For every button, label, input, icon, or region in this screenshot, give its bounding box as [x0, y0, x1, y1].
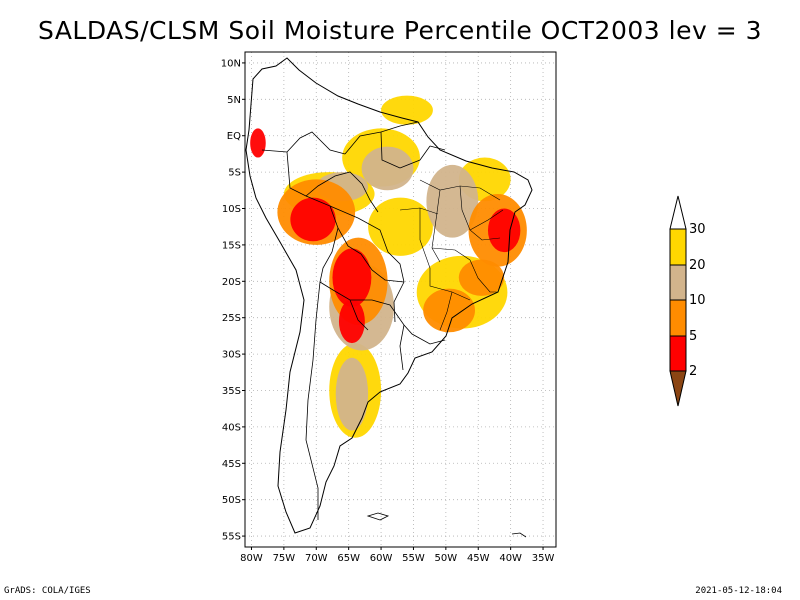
colorbar-segment — [669, 228, 687, 266]
lat-tick-label: 10S — [222, 204, 241, 215]
lon-tick-label: 50W — [435, 553, 458, 564]
footer-timestamp: 2021-05-12-18:04 — [695, 586, 782, 596]
map-title: SALDAS/CLSM Soil Moisture Percentile OCT… — [37, 16, 762, 45]
colorbar-segment — [669, 299, 687, 337]
lon-tick-label: 40W — [499, 553, 522, 564]
region-peru-bolivia-west — [290, 197, 336, 242]
colorbar-segment — [669, 264, 687, 301]
lon-tick-label: 70W — [305, 553, 328, 564]
lat-tick-label: 20S — [222, 277, 241, 288]
colorbar-cap-top — [669, 195, 687, 230]
country-borders — [261, 121, 446, 520]
lon-tick-label: 55W — [402, 553, 425, 564]
lon-tick-label: 45W — [467, 553, 490, 564]
region-northern-argentina — [338, 299, 365, 344]
longitude-axis: 80W 75W 70W 65W 60W 55W 50W 45W 40W 35W — [240, 547, 554, 564]
lat-tick-label: 5S — [228, 168, 241, 179]
lat-tick-label: EQ — [227, 131, 241, 142]
colorbar-cap-bottom — [669, 370, 687, 407]
region-bahia-east — [487, 208, 521, 253]
region-sao-paulo-parana — [423, 288, 476, 333]
colorbar-label: 2 — [689, 364, 697, 379]
graticule — [245, 52, 556, 547]
lat-tick-label: 15S — [222, 240, 241, 251]
lon-tick-label: 65W — [337, 553, 360, 564]
colorbar-label: 30 — [689, 222, 706, 237]
colorbar-segment — [669, 335, 687, 372]
lat-tick-label: 35S — [222, 386, 241, 397]
lat-tick-label: 40S — [222, 422, 241, 433]
lat-tick-label: 30S — [222, 350, 241, 361]
footer-credit: GrADS: COLA/IGES — [4, 586, 91, 596]
lon-tick-label: 35W — [532, 553, 555, 564]
lat-tick-label: 45S — [222, 459, 241, 470]
plot-frame — [244, 51, 557, 548]
region-pampas — [335, 357, 369, 431]
colorbar-label: 5 — [689, 329, 697, 344]
lon-tick-label: 60W — [370, 553, 393, 564]
region-amazon-north-tan — [361, 146, 414, 191]
lat-tick-label: 5N — [227, 95, 241, 106]
region-minas-gerais — [458, 259, 505, 296]
south-georgia — [511, 532, 527, 538]
south-america-coastline — [245, 57, 533, 534]
colorbar: 2 5 10 20 30 — [669, 195, 706, 407]
region-ecuador-coast — [250, 128, 266, 158]
coastlines-and-borders — [245, 57, 533, 538]
brazil-state-borders — [399, 179, 504, 331]
colorbar-label: 10 — [689, 293, 706, 308]
latitude-axis: 10N 5N EQ 5S 10S 15S 20S 25S 30S 35S 40S 45S 50S 55S — [221, 58, 245, 543]
region-bolivia-paraguay — [332, 248, 372, 307]
region-tocantins — [426, 164, 479, 238]
region-guianas — [381, 95, 433, 125]
lat-tick-label: 55S — [222, 532, 241, 543]
falkland-islands — [366, 512, 390, 521]
colorbar-label: 20 — [689, 258, 706, 273]
lon-tick-label: 75W — [273, 553, 296, 564]
region-central-brazil — [368, 197, 433, 256]
percentile-field — [250, 95, 527, 438]
lon-tick-label: 80W — [240, 553, 263, 564]
lat-tick-label: 25S — [222, 313, 241, 324]
lat-tick-label: 50S — [222, 495, 241, 506]
lat-tick-label: 10N — [221, 58, 241, 69]
